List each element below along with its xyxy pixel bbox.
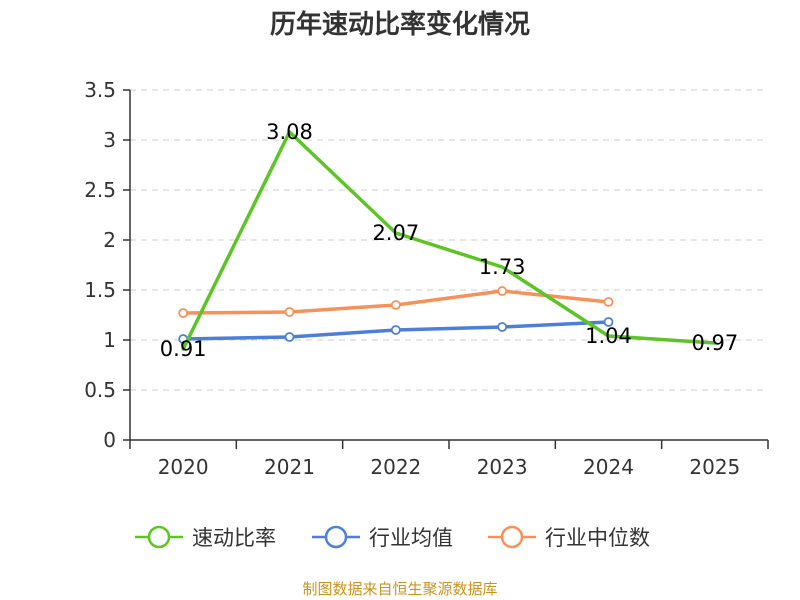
- data-label: 0.91: [160, 337, 207, 361]
- series-2-point: [284, 332, 295, 342]
- series-3-point: [178, 308, 189, 318]
- legend-label-1: 速动比率: [192, 526, 276, 550]
- legend[interactable]: 速动比率 行业均值 行业中位数: [135, 525, 650, 550]
- x-tick-label: 2021: [264, 455, 315, 479]
- series-layer: [178, 130, 717, 351]
- legend-marker-3: [500, 525, 524, 549]
- chart-title: 历年速动比率变化情况: [270, 9, 530, 40]
- y-tick-label: 1: [103, 328, 116, 352]
- data-label: 1.04: [585, 324, 632, 348]
- series-3-point: [284, 307, 295, 317]
- series-3-point: [390, 300, 401, 310]
- x-tick-label: 2023: [477, 455, 528, 479]
- legend-item-1[interactable]: 速动比率: [135, 525, 276, 550]
- legend-label-3: 行业中位数: [545, 526, 650, 550]
- axes: 0 0.5 1 1.5 2 2.5 3 3.5 2020 2021 2022 2023 2024 2025: [84, 78, 769, 479]
- data-label: 0.97: [691, 331, 738, 355]
- series-2-point: [497, 322, 508, 332]
- y-tick-label: 2: [103, 228, 116, 252]
- y-tick-label: 3.5: [84, 78, 116, 102]
- legend-item-2[interactable]: 行业均值: [312, 525, 453, 550]
- data-label: 3.08: [266, 120, 313, 144]
- grid: [130, 89, 768, 391]
- y-tick-label: 0.5: [84, 378, 116, 402]
- series-2-point: [390, 325, 401, 335]
- series-3-point: [497, 286, 508, 296]
- data-labels: 0.91 3.08 2.07 1.73 1.04 0.97: [160, 120, 738, 361]
- legend-marker-1: [147, 525, 171, 549]
- source-label: 制图数据来自恒生聚源数据库: [302, 580, 497, 598]
- y-tick-label: 0: [103, 428, 116, 452]
- y-tick-label: 2.5: [84, 178, 116, 202]
- legend-item-3[interactable]: 行业中位数: [488, 525, 650, 550]
- series-line-1: [181, 130, 717, 351]
- x-tick-label: 2020: [158, 455, 209, 479]
- y-tick-label: 1.5: [84, 278, 116, 302]
- data-label: 2.07: [372, 221, 419, 245]
- data-label: 1.73: [479, 255, 526, 279]
- series-3-point: [603, 297, 614, 307]
- y-tick-label: 3: [103, 128, 116, 152]
- series-2-point: [603, 317, 614, 327]
- legend-label-2: 行业均值: [369, 526, 453, 550]
- x-tick-label: 2022: [370, 455, 421, 479]
- x-tick-label: 2025: [689, 455, 740, 479]
- legend-marker-2: [324, 525, 348, 549]
- x-tick-label: 2024: [583, 455, 634, 479]
